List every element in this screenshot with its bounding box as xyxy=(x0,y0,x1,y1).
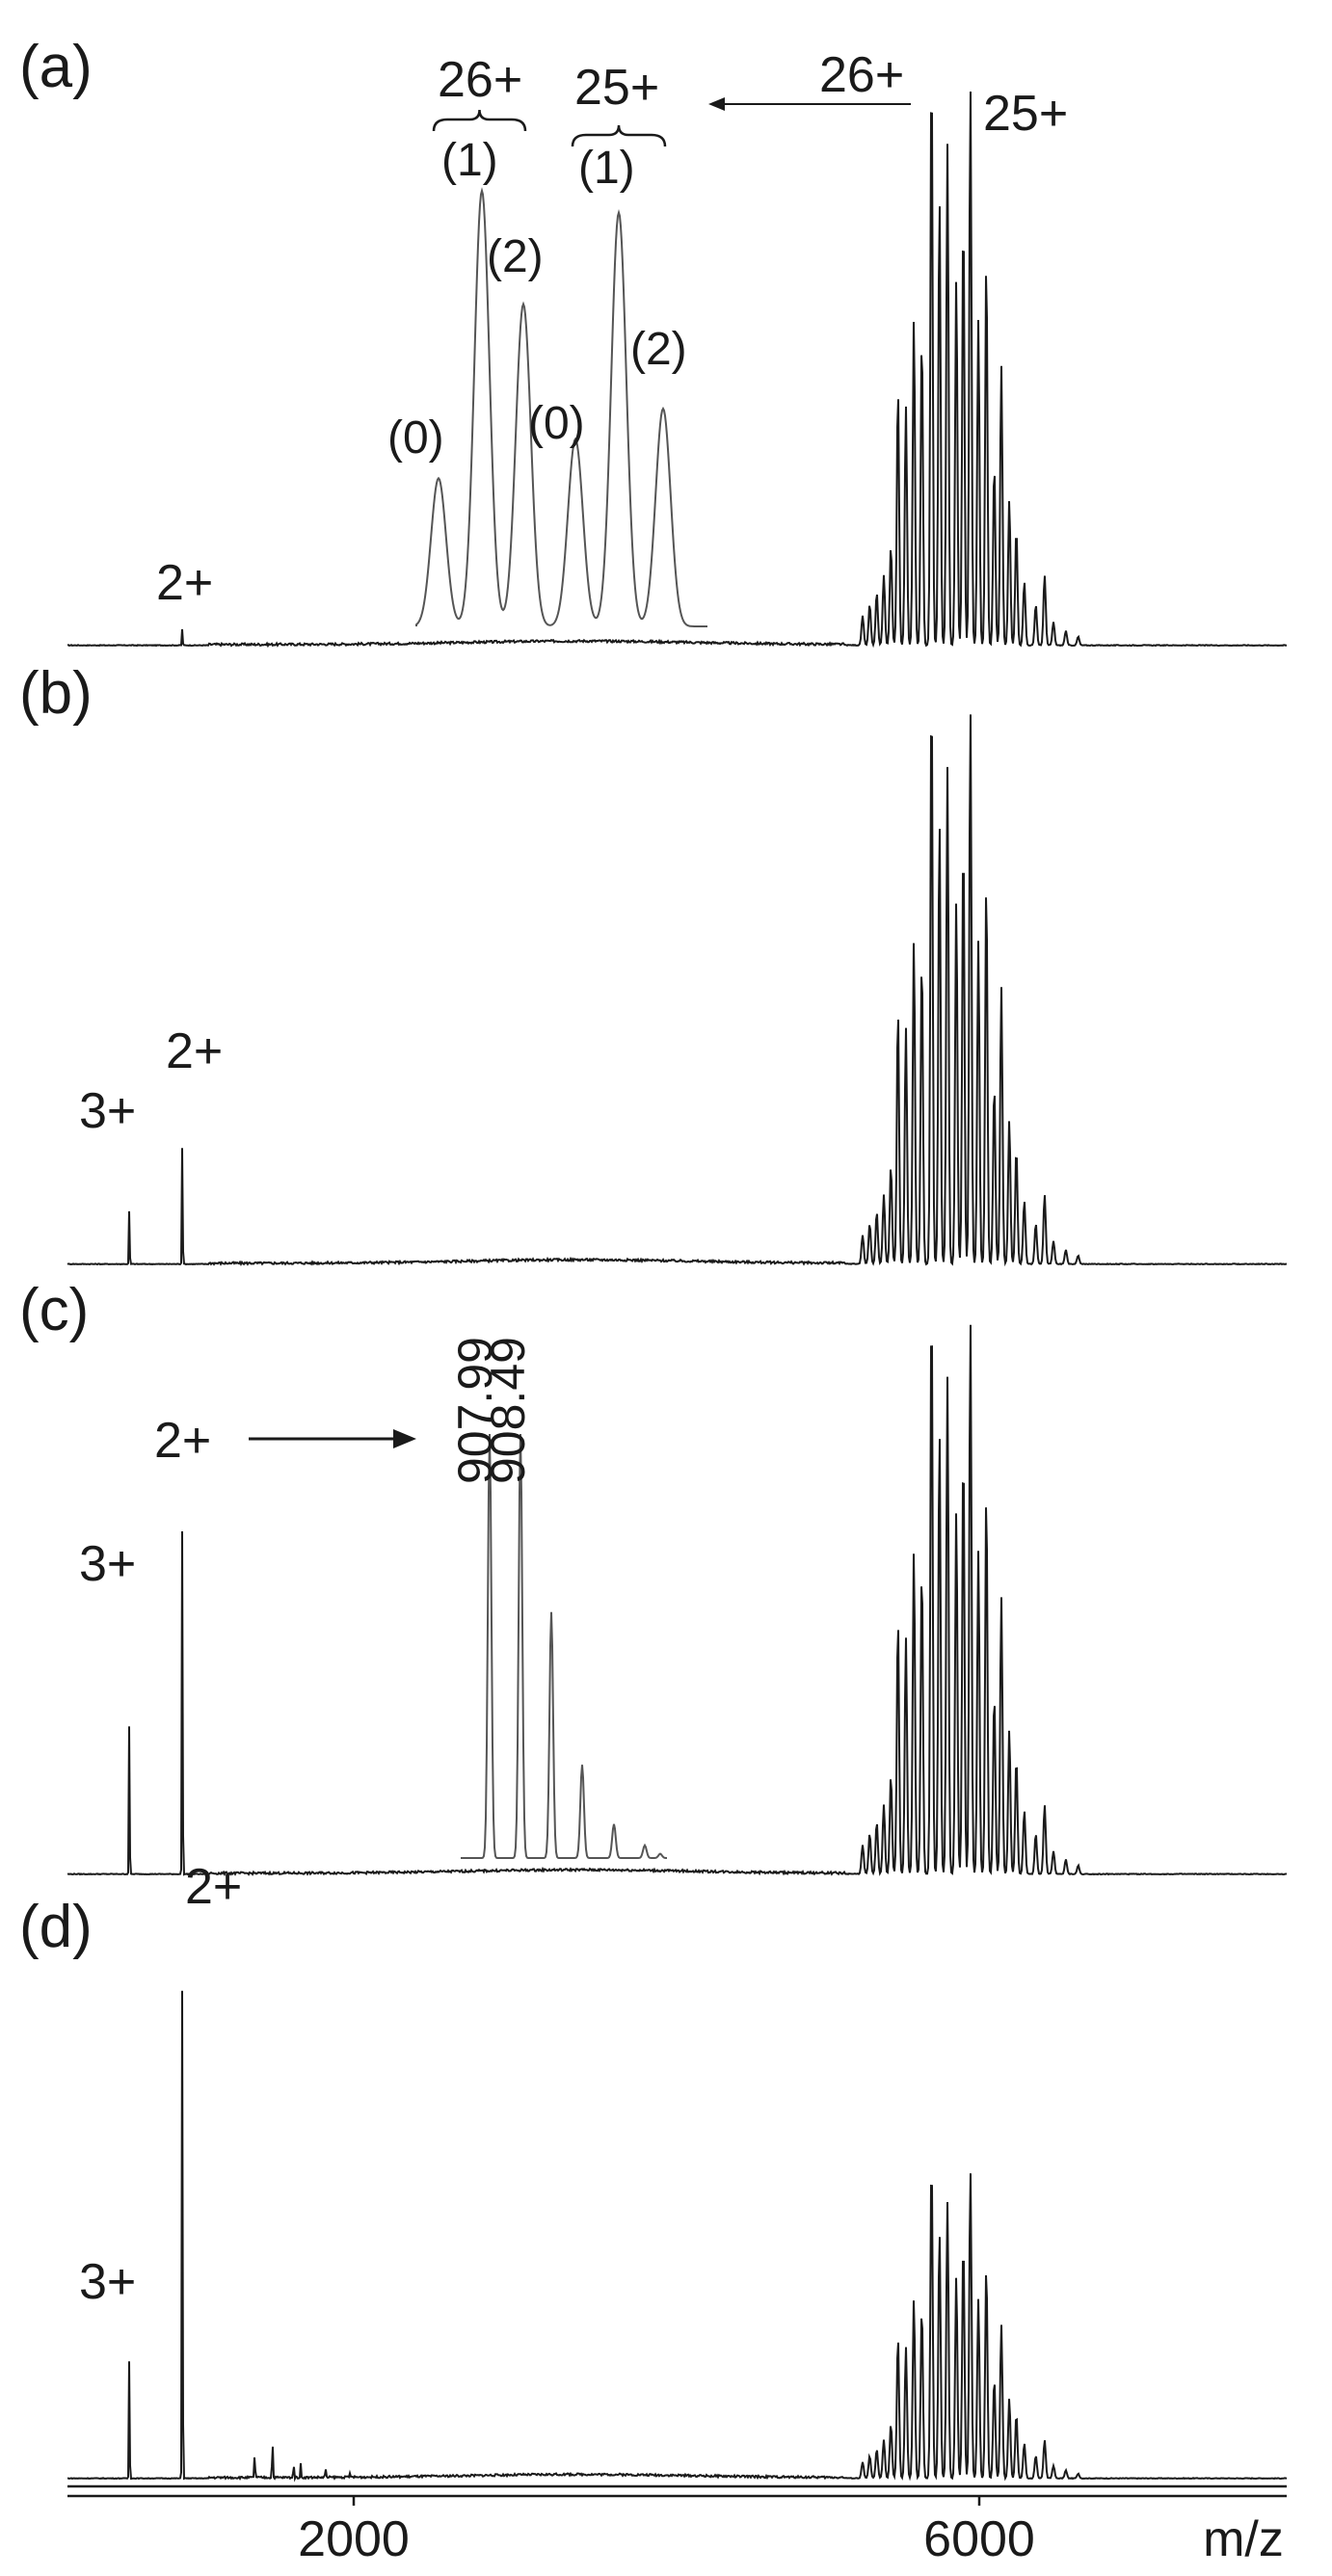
panel-label-c: (c) xyxy=(19,1277,89,1343)
spectrum-trace-b xyxy=(67,714,1288,1267)
x-tick-label-2000: 2000 xyxy=(298,2511,410,2567)
a-inset-label-p0b: (0) xyxy=(528,398,585,449)
panel-label-d: (d) xyxy=(19,1894,93,1960)
a-label-26plus: 26+ xyxy=(819,47,904,103)
x-axis-label: m/z xyxy=(1203,2511,1284,2567)
a-inset-label-p1b: (1) xyxy=(578,143,635,194)
a-label-2plus: 2+ xyxy=(156,555,213,611)
a-inset-label-p2a: (2) xyxy=(487,231,544,282)
spectrum-trace-c xyxy=(67,1324,1288,1877)
a-label-25plus: 25+ xyxy=(983,86,1068,142)
arrows-and-braces xyxy=(249,97,911,1448)
a-inset-brace-25plus xyxy=(571,124,667,147)
x-tick-label-6000: 6000 xyxy=(923,2511,1035,2567)
a-inset-label-p1a: (1) xyxy=(441,135,498,186)
c-arrow-head xyxy=(393,1429,416,1448)
c-label-3plus: 3+ xyxy=(79,1536,136,1592)
c-label-2plus: 2+ xyxy=(154,1413,211,1469)
a-inset-label-26plus: 26+ xyxy=(438,52,522,108)
c-inset-label-908-49: 908.49 xyxy=(481,1337,535,1484)
panel-label-b: (b) xyxy=(19,660,93,727)
inset-a-trace xyxy=(415,187,707,627)
d-label-3plus: 3+ xyxy=(79,2254,136,2310)
a-inset-label-p0a: (0) xyxy=(387,412,444,464)
a-inset-brace-26plus xyxy=(432,109,527,132)
spectrum-traces xyxy=(67,91,1288,2483)
spectrum-trace-d xyxy=(67,1990,1288,2483)
b-label-3plus: 3+ xyxy=(79,1083,136,1139)
a-arrow-head xyxy=(708,97,725,111)
c-inset-label-907-99: 907.99 xyxy=(448,1337,502,1484)
b-label-2plus: 2+ xyxy=(166,1023,223,1079)
inset-traces xyxy=(415,187,707,1859)
a-inset-label-25plus: 25+ xyxy=(574,60,659,116)
d-label-2plus: 2+ xyxy=(185,1859,242,1915)
spectrum-trace-a xyxy=(67,91,1288,649)
a-inset-label-p2b: (2) xyxy=(630,324,687,375)
panel-label-a: (a) xyxy=(19,34,93,100)
inset-c-trace xyxy=(461,1433,667,1859)
